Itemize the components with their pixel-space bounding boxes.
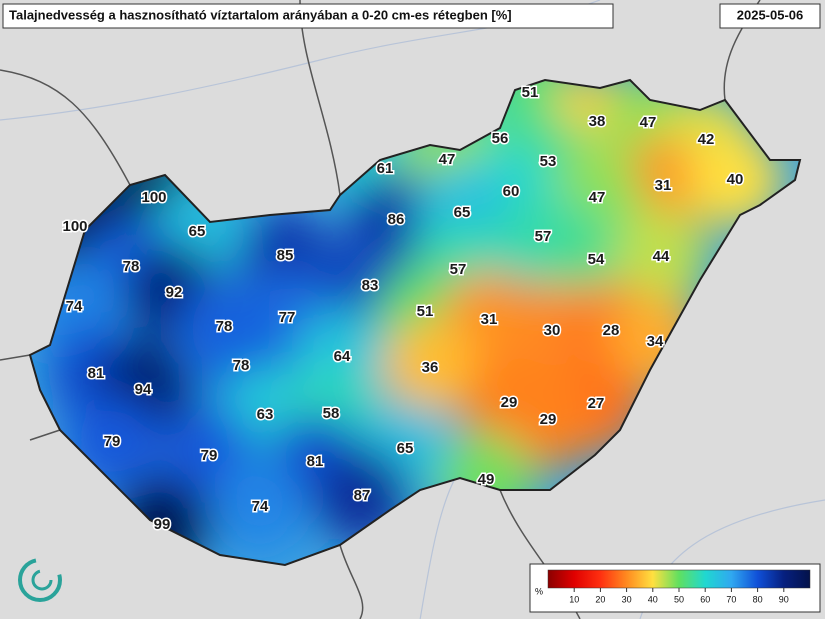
legend-tick-label: 40 [648,594,658,604]
station-value: 36 [422,359,439,376]
station-value: 57 [535,228,552,245]
station-value: 34 [647,333,664,350]
station-value: 27 [588,395,605,412]
station-value: 58 [323,405,340,422]
station-value: 49 [478,471,495,488]
station-value: 53 [540,153,557,170]
station-value: 42 [698,131,715,148]
legend-tick-label: 80 [753,594,763,604]
date: 2025-05-06 [737,7,804,22]
station-value: 83 [362,277,379,294]
station-value: 87 [354,487,371,504]
station-value: 29 [540,411,557,428]
station-value: 100 [62,218,87,235]
title-box [2,3,614,29]
station-value: 64 [334,348,351,365]
station-value: 56 [492,130,509,147]
station-value: 74 [66,298,83,315]
station-value: 47 [439,151,456,168]
moisture-blob [212,459,308,555]
station-value: 29 [501,394,518,411]
station-value: 61 [377,160,394,177]
legend-tick-label: 90 [779,594,789,604]
station-value: 85 [277,247,294,264]
station-value: 78 [233,357,250,374]
station-value: 38 [589,113,606,130]
station-value: 100 [141,189,166,206]
station-value: 65 [189,223,206,240]
legend-tick-label: 30 [622,594,632,604]
station-value: 60 [503,183,520,200]
station-value: 99 [154,516,171,533]
legend-tick-label: 60 [700,594,710,604]
station-value: 54 [588,251,605,268]
station-value: 65 [397,440,414,457]
station-value: 31 [481,311,498,328]
station-value: 92 [166,284,183,301]
moisture-blob [687,132,783,228]
station-value: 65 [454,204,471,221]
date-box [719,3,821,29]
station-value: 78 [123,258,140,275]
station-value: 94 [135,381,152,398]
legend-bar [547,569,811,589]
moisture-blob [500,372,596,468]
station-value: 77 [279,309,296,326]
station-value: 57 [450,261,467,278]
station-value: 40 [727,171,744,188]
legend-unit: % [535,586,543,596]
station-value: 44 [653,248,670,265]
legend-tick-label: 50 [674,594,684,604]
legend-tick-label: 10 [569,594,579,604]
station-value: 30 [544,322,561,339]
station-value: 51 [417,303,434,320]
station-value: 47 [640,114,657,131]
station-value: 31 [655,177,672,194]
moisture-blob [382,320,478,416]
station-value: 47 [589,189,606,206]
station-value: 74 [252,498,269,515]
station-value: 86 [388,211,405,228]
station-value: 63 [257,406,274,423]
station-value: 79 [104,433,121,450]
station-value: 81 [88,365,105,382]
logo [18,558,62,602]
station-value: 78 [216,318,233,335]
station-value: 51 [522,84,539,101]
station-value: 79 [201,447,218,464]
legend-tick-label: 20 [595,594,605,604]
title: Talajnedvesség a hasznosítható víztartal… [9,7,512,22]
station-value: 81 [307,453,324,470]
station-value: 28 [603,322,620,339]
legend-tick-label: 70 [726,594,736,604]
moisture-blob [613,209,709,305]
